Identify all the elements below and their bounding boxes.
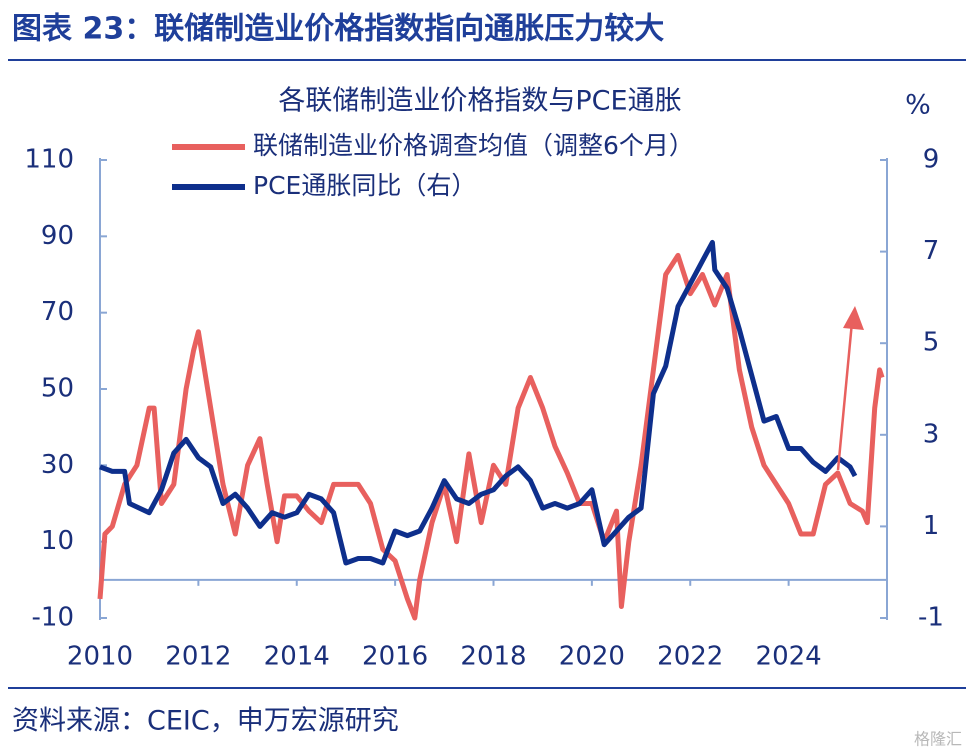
y2-tick-label: -1 [918,603,944,633]
chart-title: 各联储制造业价格指数与PCE通胀 [278,86,681,117]
series-line [97,252,885,621]
legend-label: PCE通胀同比（右） [253,171,476,200]
source: 资料来源：CEIC，申万宏源研究 [12,706,399,737]
y2-tick-label: 1 [923,511,940,541]
header-title: 图表 23：联储制造业价格指数指向通胀压力较大 [12,12,664,47]
trend-arrow [836,306,864,471]
y2-unit: % [905,90,931,121]
x-tick-label: 2016 [362,642,428,672]
y2-tick-label: 9 [923,145,940,175]
y-tick-label: 10 [41,526,74,556]
x-tick-label: 2010 [67,642,133,672]
watermark: 格隆汇 [914,730,962,749]
x-tick-label: 2014 [264,642,330,672]
series-line [99,239,858,566]
plot-area: -10 10 30 50 70 90 110 -1 1 3 5 7 9 2010 2012 2014 2016 2… [24,145,944,672]
y-tick-label: 30 [41,450,74,480]
x-tick-label: 2020 [559,642,625,672]
x-tick-label: 2012 [165,642,231,672]
legend-label: 联储制造业价格调查均值（调整6个月） [253,131,694,160]
x-tick-label: 2018 [460,642,526,672]
y-tick-label: 70 [41,297,74,327]
x-tick-label: 2022 [657,642,723,672]
y2-tick-label: 7 [923,236,940,266]
y2-tick-label: 5 [923,328,940,358]
y2-tick-label: 3 [923,419,940,449]
y-tick-label: 50 [41,374,74,404]
y-tick-label: 110 [24,145,74,175]
x-tick-label: 2024 [756,642,822,672]
y-tick-label: 90 [41,221,74,251]
y-tick-label: -10 [32,603,74,633]
